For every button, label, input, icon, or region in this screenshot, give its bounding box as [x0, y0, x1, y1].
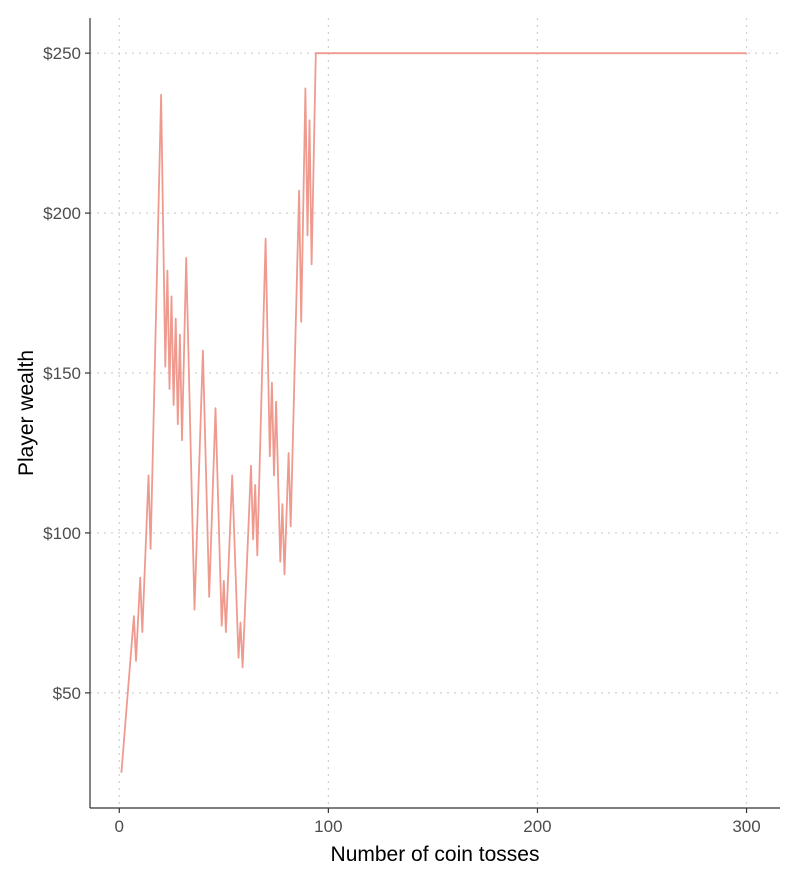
axes	[89, 18, 780, 809]
series-line	[120, 52, 747, 773]
grid	[90, 18, 780, 808]
y-tick-label: $150	[43, 364, 81, 383]
x-tick-label: 100	[314, 817, 342, 836]
ticks: 0 100 200 300 $50 $100 $150 $200 $250	[43, 44, 761, 836]
x-axis-title: Number of coin tosses	[331, 843, 540, 866]
x-tick-label: 0	[115, 817, 124, 836]
y-tick-label: $50	[53, 684, 81, 703]
x-tick-label: 300	[732, 817, 760, 836]
y-tick-label: $100	[43, 524, 81, 543]
y-tick-label: $200	[43, 204, 81, 223]
series-layer	[120, 52, 747, 773]
y-tick-label: $250	[43, 44, 81, 63]
x-tick-label: 200	[523, 817, 551, 836]
y-axis-title: Player wealth	[15, 350, 38, 476]
